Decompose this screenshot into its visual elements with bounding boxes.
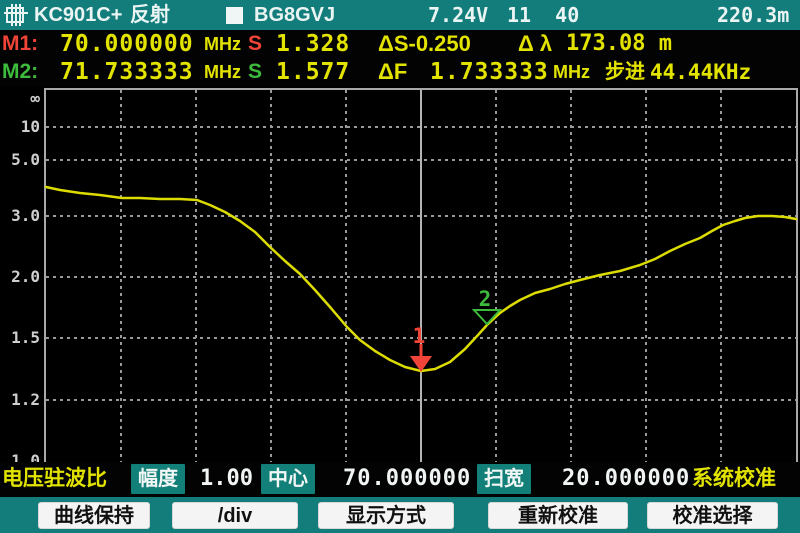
softkey-div[interactable]: /div — [172, 502, 298, 529]
marker1-delta-s: ΔS-0.250 — [378, 31, 471, 56]
marker1-swr-value: 1.328 — [276, 31, 351, 57]
marker1-frequency-unit: MHz — [204, 34, 241, 54]
marker2-label: M2: — [2, 60, 39, 83]
span-value: 20.000000 — [562, 466, 691, 491]
chart-plot-frame — [44, 88, 798, 464]
swr-axis-tick-label: 1.5 — [11, 328, 40, 347]
softkey-recalibrate[interactable]: 重新校准 — [488, 502, 628, 529]
amplitude-field-chip[interactable]: 幅度 — [131, 464, 185, 494]
span-field-chip[interactable]: 扫宽 — [477, 464, 531, 494]
marker1-frequency: 70.000000 — [60, 31, 194, 57]
marker1-label: M1: — [2, 32, 39, 55]
top-status-bar: KC901C+ 反射 BG8GVJ 7.24V 11 40 220.3m — [0, 0, 800, 30]
callsign: BG8GVJ — [254, 4, 336, 26]
swr-axis-tick-label: ∞ — [30, 89, 40, 108]
marker1-readout-row: M1: 70.000000 MHz S 1.328 ΔS-0.250 Δ λ 1… — [0, 30, 800, 58]
softkey-trace-hold[interactable]: 曲线保持 — [38, 502, 150, 529]
softkey-display-mode[interactable]: 显示方式 — [318, 502, 454, 529]
step-label: 步进 — [605, 61, 645, 83]
swr-axis-tick-label: 1.2 — [11, 390, 40, 409]
marker2-delta-f-label: ΔF — [378, 59, 408, 84]
softkey-cal-select[interactable]: 校准选择 — [647, 502, 778, 529]
memory-readout: 220.3m — [717, 3, 790, 27]
mode-label: 反射 — [130, 4, 170, 26]
marker1-swr-label: S — [248, 32, 263, 55]
marker2-swr-label: S — [248, 60, 263, 83]
marker1-delta-lambda-value: 173.08 m — [566, 31, 672, 56]
swr-axis-tick-label: 3.0 — [11, 206, 40, 225]
trace-type-label: 电压驻波比 — [2, 467, 107, 490]
clock: 11 40 — [507, 3, 580, 27]
softkey-bar: 曲线保持 /div 显示方式 重新校准 校准选择 — [0, 497, 800, 533]
swr-axis-tick-label: 5.0 — [11, 150, 40, 169]
marker2-readout-row: M2: 71.733333 MHz S 1.577 ΔF 1.733333 MH… — [0, 58, 800, 86]
brand-logo-icon — [4, 4, 28, 26]
calibration-status: 系统校准 — [692, 467, 776, 490]
marker2-delta-f-value: 1.733333 — [430, 59, 549, 85]
bottom-status-bar: 电压驻波比 幅度 1.00 中心 70.000000 扫宽 20.000000 … — [0, 462, 800, 497]
step-value: 44.44KHz — [650, 60, 752, 84]
battery-voltage: 7.24V — [428, 3, 489, 27]
marker1-delta-lambda-label: Δ λ — [518, 31, 553, 56]
center-freq-field-chip[interactable]: 中心 — [261, 464, 315, 494]
marker2-swr-value: 1.577 — [276, 59, 351, 85]
status-square-icon — [226, 7, 243, 24]
amplitude-value: 1.00 — [200, 466, 253, 491]
marker2-delta-f-unit: MHz — [553, 62, 590, 82]
marker2-frequency-unit: MHz — [204, 62, 241, 82]
marker2-frequency: 71.733333 — [60, 59, 194, 85]
swr-axis-tick-label: 10 — [20, 117, 40, 136]
center-freq-value: 70.000000 — [343, 466, 472, 491]
device-model: KC901C+ — [34, 4, 123, 26]
swr-axis-tick-label: 2.0 — [11, 267, 40, 286]
